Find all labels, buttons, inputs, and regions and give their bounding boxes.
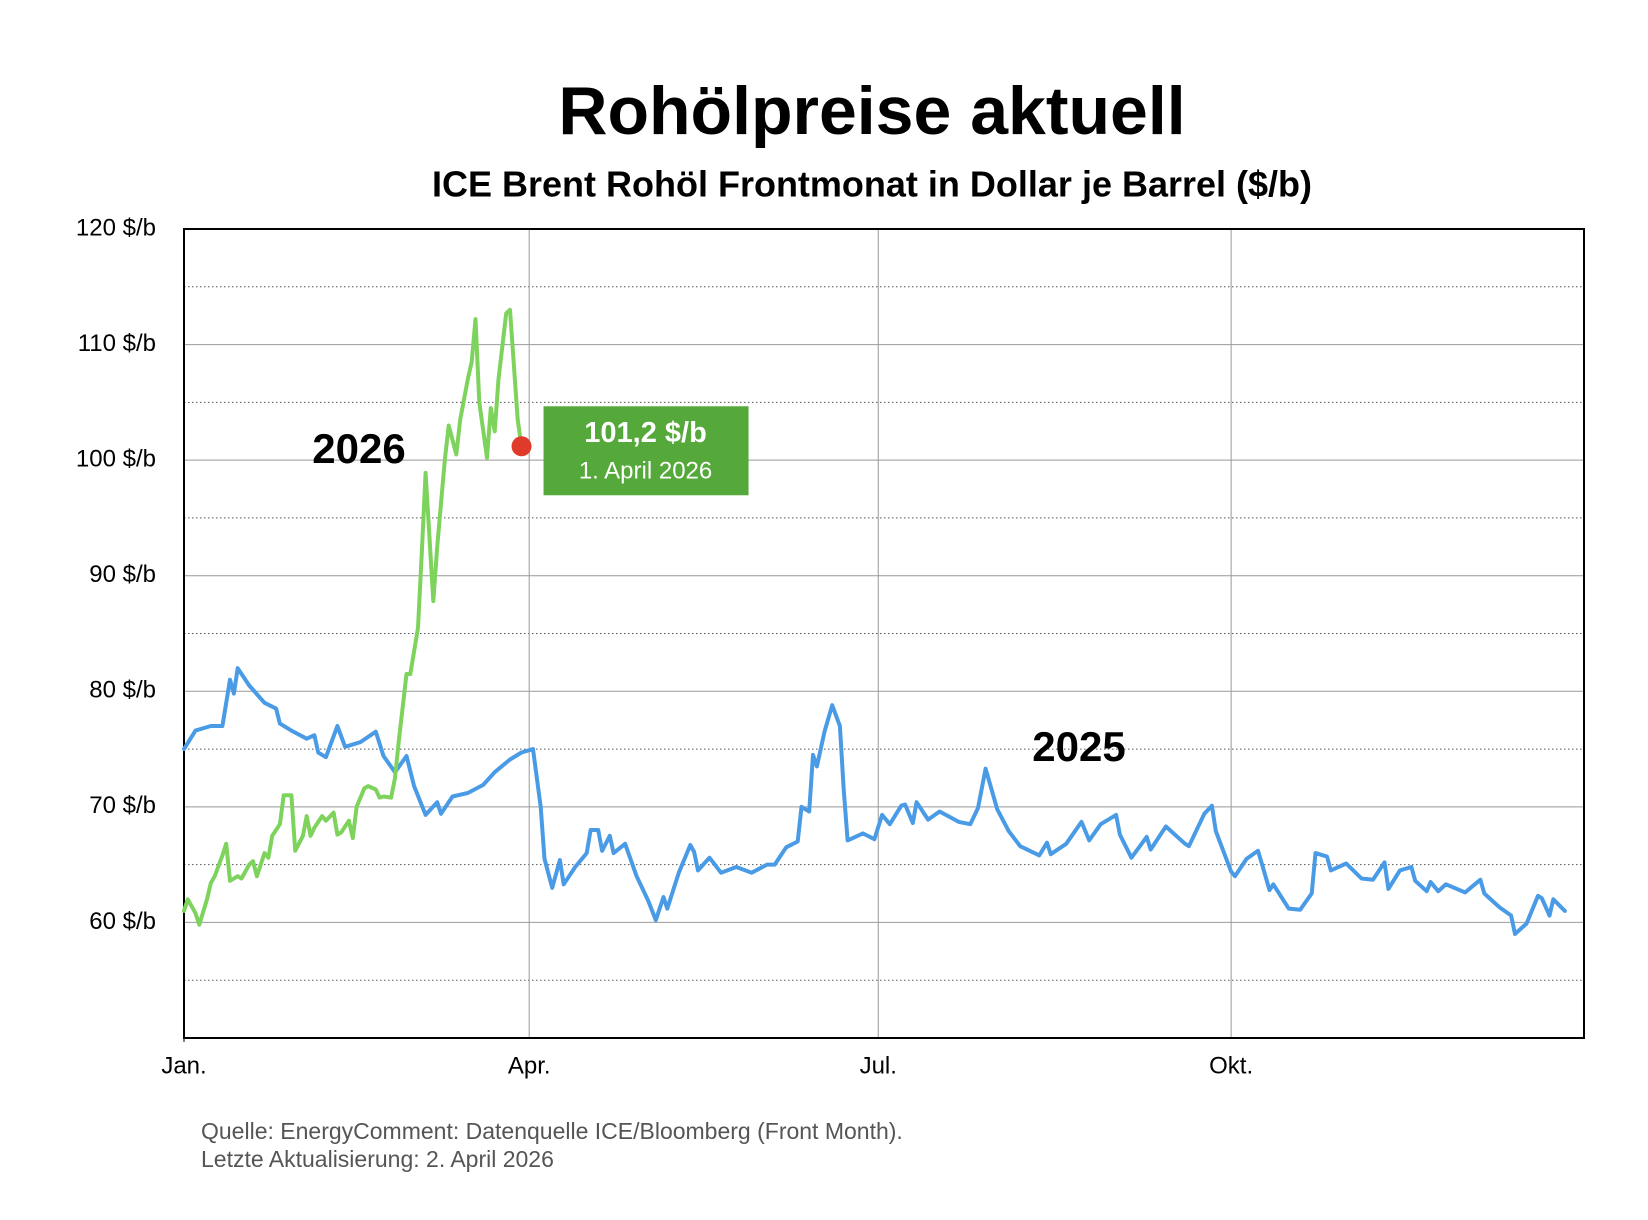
- y-tick-label: 60 $/b: [89, 908, 156, 935]
- x-tick-label: Jul.: [860, 1052, 897, 1079]
- series-label: 2026: [312, 425, 405, 472]
- y-tick-label: 90 $/b: [89, 561, 156, 588]
- y-tick-label: 100 $/b: [76, 445, 156, 472]
- current-price-dot: [511, 436, 532, 457]
- y-tick-label: 70 $/b: [89, 792, 156, 819]
- chart-subtitle: ICE Brent Rohöl Frontmonat in Dollar je …: [432, 164, 1312, 205]
- annotation-date: 1. April 2026: [579, 458, 712, 485]
- line-2025: [182, 666, 1567, 936]
- x-tick-label: Jan.: [161, 1052, 206, 1079]
- annotation-box: [543, 406, 749, 496]
- source-note: Quelle: EnergyComment: Datenquelle ICE/B…: [201, 1118, 903, 1144]
- y-tick-label: 120 $/b: [76, 214, 156, 241]
- update-note: Letzte Aktualisierung: 2. April 2026: [201, 1146, 554, 1172]
- y-tick-label: 110 $/b: [78, 330, 156, 357]
- x-tick-label: Apr.: [508, 1052, 551, 1079]
- line-2026: [182, 307, 524, 927]
- chart-title: Rohölpreise aktuell: [558, 73, 1185, 149]
- annotation-value: 101,2 $/b: [584, 417, 707, 449]
- series-label: 2025: [1032, 723, 1125, 770]
- plot-frame: [183, 228, 1585, 1039]
- x-tick-label: Okt.: [1209, 1052, 1253, 1079]
- y-tick-label: 80 $/b: [89, 677, 156, 704]
